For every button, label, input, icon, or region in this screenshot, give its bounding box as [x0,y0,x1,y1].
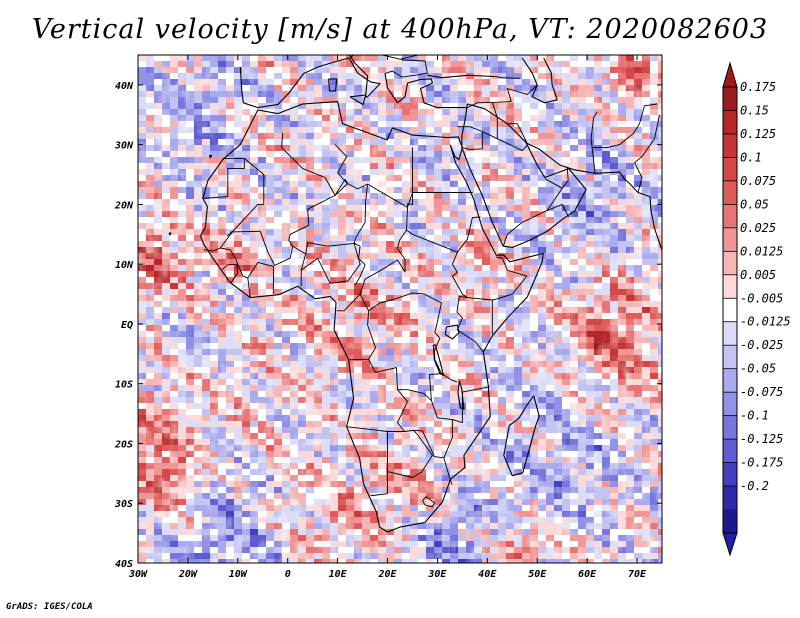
credit-label: GrADS: IGES/COLA [6,602,93,612]
axis-ticks: 30W 20W 10W 0 10E 20E 30E 40E 50E 60E 70E 40N 30N 20N… [114,55,662,580]
colorbar-arrow-top [722,61,738,88]
colorbar-swatch [723,415,737,440]
lat-tick-label: EQ [121,320,133,331]
colorbar-label: -0.1 [740,409,769,423]
lat-tick-label: 40S [115,559,133,570]
colorbar-label: 0.0125 [740,244,783,258]
colorbar-label: -0.005 [740,291,783,305]
colorbar-label: -0.025 [740,338,783,352]
lon-tick-label: 0 [285,569,291,580]
colorbar-swatch [723,110,737,135]
colorbar-swatch [723,321,737,346]
colorbar-swatch [723,392,737,416]
colorbar-swatch [723,251,737,276]
lon-tick-label: 30W [128,569,148,580]
colorbar-swatch [723,439,737,463]
colorbar-label: 0.1 [740,150,762,164]
lon-tick-label: 20W [178,569,198,580]
lat-tick-label: 20S [114,439,133,450]
colorbar-swatch [723,157,737,182]
lat-tick-label: 10N [115,260,134,271]
colorbar-label: -0.0125 [740,315,791,329]
colorbar-label: -0.175 [740,456,783,470]
colorbar-swatch [723,486,737,510]
lon-tick-label: 40E [478,569,497,580]
colorbar-swatch [723,462,737,487]
lon-tick-label: 50E [528,569,547,580]
colorbar-arrow-bottom [722,532,738,557]
colorbar: 0.175 0.15 0.125 0.1 0.075 0.05 0.025 0.0125 0.0… [722,61,791,557]
colorbar-label: 0.05 [740,197,769,211]
colorbar-swatch [723,227,737,252]
chart-title: Vertical velocity [m/s] at 400hPa, VT: 2… [31,14,769,45]
colorbar-swatch [723,87,737,111]
lat-tick-label: 40N [115,81,134,92]
lat-tick-label: 30S [114,499,133,510]
colorbar-swatch [723,180,737,205]
colorbar-label: 0.005 [740,268,776,282]
colorbar-swatch [723,274,737,299]
colorbar-swatch [723,133,737,158]
colorbar-label: 0.025 [740,221,776,235]
colorbar-label: 0.125 [740,127,776,141]
lon-tick-label: 10E [329,569,348,580]
colorbar-swatch [723,345,737,369]
colorbar-label: 0.15 [740,103,769,117]
colorbar-label: -0.125 [740,432,783,446]
lon-tick-label: 30E [427,569,447,580]
lat-tick-label: 20N [114,200,134,211]
velocity-field [138,55,662,563]
lon-tick-label: 10W [229,569,248,580]
map-frame [137,54,663,564]
lon-tick-label: 70E [628,569,647,580]
lon-tick-label: 60E [578,569,597,580]
colorbar-label: -0.05 [740,362,776,376]
colorbar-swatch [723,204,737,229]
coastlines [168,55,662,533]
lat-tick-label: 30N [114,141,134,152]
colorbar-label: 0.175 [740,80,776,94]
colorbar-swatch [723,298,737,323]
colorbar-label: -0.075 [740,385,783,399]
colorbar-label: -0.2 [740,479,769,493]
colorbar-label: 0.075 [740,174,776,188]
lat-tick-label: 10S [115,380,133,391]
lon-tick-label: 20E [377,569,397,580]
colorbar-swatch [723,509,737,534]
colorbar-swatch [723,368,737,393]
